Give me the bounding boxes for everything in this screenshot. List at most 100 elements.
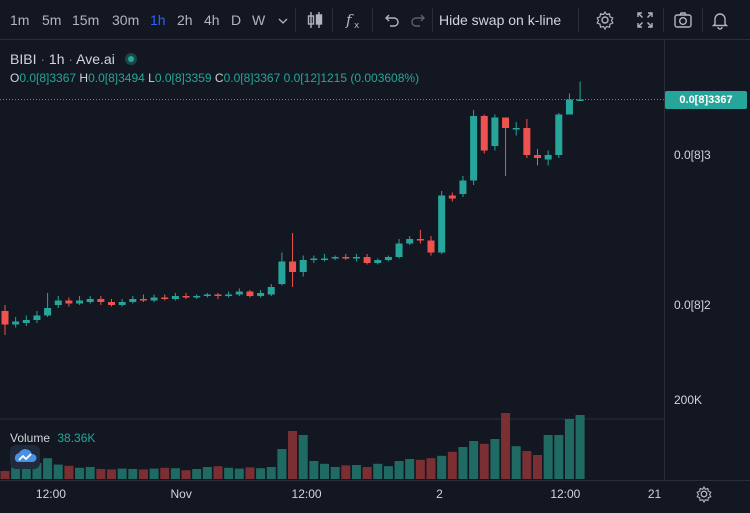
candle-body — [416, 239, 424, 241]
candle-body — [1, 311, 9, 325]
candle-body — [544, 155, 552, 160]
candle-body — [470, 116, 478, 181]
candle-29 — [310, 255, 318, 263]
interval-4h-button[interactable]: 4h — [204, 12, 220, 28]
candle-28 — [299, 255, 307, 277]
low-label: L — [148, 71, 155, 85]
candle-9 — [97, 296, 105, 305]
volume-bar-0 — [0, 471, 10, 479]
interval-1m-button[interactable]: 1m — [10, 12, 30, 28]
candle-body — [278, 261, 286, 284]
candle-34 — [363, 254, 371, 265]
time-axis-tick: Nov — [170, 487, 192, 501]
hide-swap-button[interactable]: Hide swap on k-line — [439, 12, 562, 28]
redo-icon[interactable] — [409, 10, 429, 30]
volume-label: Volume — [10, 431, 51, 445]
candle-49 — [523, 119, 531, 158]
candle-11 — [118, 299, 126, 307]
candle-36 — [384, 255, 392, 262]
axis-settings-gear-icon[interactable] — [694, 484, 714, 504]
volume-bar-12 — [128, 469, 138, 479]
candle-10 — [108, 299, 115, 307]
candle-body — [246, 291, 254, 296]
candle-body — [438, 195, 446, 253]
candle-body — [502, 117, 510, 128]
candle-body — [54, 300, 62, 305]
candle-body — [534, 155, 541, 158]
volume-bar-47 — [501, 413, 511, 479]
candle-2 — [22, 315, 30, 326]
volume-series — [0, 413, 585, 479]
price-axis-tick: 0.0[8]2 — [674, 298, 711, 312]
candle-body — [310, 258, 318, 260]
toolbar-separator — [702, 8, 703, 32]
volume-bar-38 — [405, 459, 415, 479]
volume-bar-39 — [415, 459, 425, 479]
candle-body — [161, 297, 169, 299]
candle-51 — [544, 150, 552, 166]
candle-body — [491, 117, 499, 146]
chart-canvas[interactable] — [0, 40, 750, 513]
candle-body — [352, 257, 360, 259]
volume-legend: Volume 38.36K — [10, 431, 95, 445]
volume-bar-32 — [341, 465, 351, 479]
interval-15m-button[interactable]: 15m — [72, 12, 100, 28]
candle-body — [257, 293, 265, 296]
interval-30m-button[interactable]: 30m — [112, 12, 140, 28]
interval-2h-button[interactable]: 2h — [177, 12, 193, 28]
undo-icon[interactable] — [381, 10, 401, 30]
legend-source: Ave.ai — [76, 51, 115, 67]
candle-body — [129, 299, 137, 302]
candles-chart-type-icon[interactable] — [305, 10, 325, 30]
volume-bar-41 — [437, 455, 447, 479]
interval-w-button[interactable]: W — [252, 12, 266, 28]
change-value: 0.0[12]1215 (0.003608%) — [283, 71, 420, 85]
interval-1h-button[interactable]: 1h — [150, 12, 166, 28]
more-intervals-chevron-down-icon[interactable] — [278, 0, 288, 40]
time-axis-tick: 2 — [436, 487, 443, 501]
candle-3 — [33, 311, 41, 323]
candle-8 — [86, 296, 94, 304]
close-label: C — [214, 71, 224, 85]
candle-body — [118, 302, 126, 305]
volume-bar-17 — [181, 470, 191, 479]
interval-d-button[interactable]: D — [231, 12, 242, 28]
candle-body — [108, 302, 115, 305]
volume-bar-10 — [107, 469, 116, 479]
volume-bar-31 — [330, 467, 340, 479]
interval-5m-button[interactable]: 5m — [42, 12, 62, 28]
candle-52 — [555, 113, 563, 158]
volume-bar-45 — [479, 443, 489, 479]
volume-bar-36 — [383, 466, 393, 479]
open-value: 0.0[8]3367 — [19, 71, 77, 85]
volume-bar-27 — [288, 431, 298, 479]
candle-body — [395, 243, 403, 257]
candle-26 — [278, 252, 286, 286]
volume-bar-24 — [256, 468, 266, 479]
volume-bar-37 — [394, 461, 404, 479]
volume-bar-1 — [11, 461, 21, 479]
toolbar-separator — [663, 8, 664, 32]
time-axis-tick: 12:00 — [550, 487, 581, 501]
chart-area[interactable]: BIBI · 1h · Ave.ai O0.0[8]3367 H0.0[8]34… — [0, 40, 750, 513]
candle-body — [171, 296, 179, 299]
candle-body — [289, 261, 297, 272]
candle-32 — [342, 254, 350, 260]
ohlc-legend: O0.0[8]3367 H0.0[8]3494 L0.0[8]3359 C0.0… — [10, 71, 419, 85]
candle-body — [480, 116, 488, 151]
candle-31 — [331, 255, 339, 260]
candle-46 — [491, 114, 499, 151]
settings-gear-icon[interactable] — [595, 10, 615, 30]
volume-bar-44 — [469, 441, 479, 479]
volume-bar-52 — [554, 435, 564, 479]
high-value: 0.0[8]3494 — [88, 71, 145, 85]
svg-text:f: f — [345, 11, 354, 29]
volume-bar-16 — [170, 468, 180, 479]
price-axis-tick: 0.0[8]3 — [674, 148, 711, 162]
alert-bell-icon[interactable] — [710, 10, 730, 30]
volume-bar-35 — [373, 463, 383, 479]
fullscreen-icon[interactable] — [635, 10, 655, 30]
snapshot-camera-icon[interactable] — [673, 10, 693, 30]
